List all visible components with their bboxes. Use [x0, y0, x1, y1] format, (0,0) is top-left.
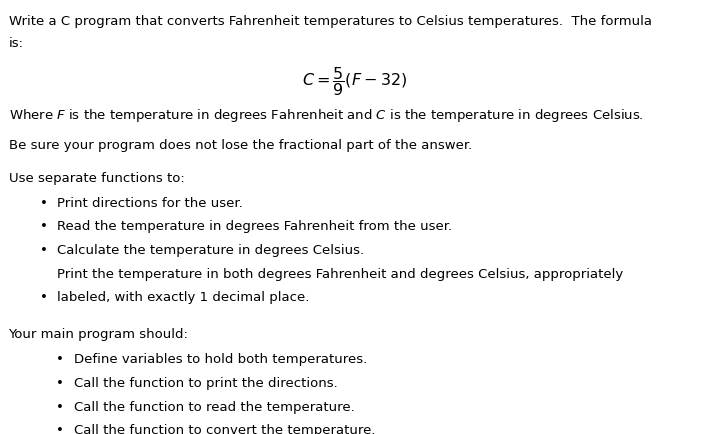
Text: labeled, with exactly 1 decimal place.: labeled, with exactly 1 decimal place. — [57, 291, 309, 304]
Text: Where $F$ is the temperature in degrees Fahrenheit and $C$ is the temperature in: Where $F$ is the temperature in degrees … — [9, 107, 643, 124]
Text: Your main program should:: Your main program should: — [9, 329, 189, 342]
Text: Call the function to convert the temperature.: Call the function to convert the tempera… — [74, 424, 376, 434]
Text: Call the function to print the directions.: Call the function to print the direction… — [74, 377, 338, 390]
Text: Print directions for the user.: Print directions for the user. — [57, 197, 242, 210]
Text: •: • — [56, 424, 65, 434]
Text: •: • — [56, 401, 65, 414]
Text: Write a C program that converts Fahrenheit temperatures to Celsius temperatures.: Write a C program that converts Fahrenhe… — [9, 15, 652, 28]
Text: $C = \dfrac{5}{9}(F - 32)$: $C = \dfrac{5}{9}(F - 32)$ — [302, 66, 407, 99]
Text: •: • — [40, 197, 48, 210]
Text: Print the temperature in both degrees Fahrenheit and degrees Celsius, appropriat: Print the temperature in both degrees Fa… — [57, 268, 623, 281]
Text: Use separate functions to:: Use separate functions to: — [9, 172, 184, 185]
Text: •: • — [56, 377, 65, 390]
Text: Define variables to hold both temperatures.: Define variables to hold both temperatur… — [74, 353, 368, 366]
Text: Calculate the temperature in degrees Celsius.: Calculate the temperature in degrees Cel… — [57, 244, 364, 257]
Text: Call the function to read the temperature.: Call the function to read the temperatur… — [74, 401, 355, 414]
Text: •: • — [40, 291, 48, 304]
Text: Be sure your program does not lose the fractional part of the answer.: Be sure your program does not lose the f… — [9, 139, 471, 152]
Text: is:: is: — [9, 37, 23, 50]
Text: Read the temperature in degrees Fahrenheit from the user.: Read the temperature in degrees Fahrenhe… — [57, 220, 452, 233]
Text: •: • — [56, 353, 65, 366]
Text: •: • — [40, 220, 48, 233]
Text: •: • — [40, 244, 48, 257]
